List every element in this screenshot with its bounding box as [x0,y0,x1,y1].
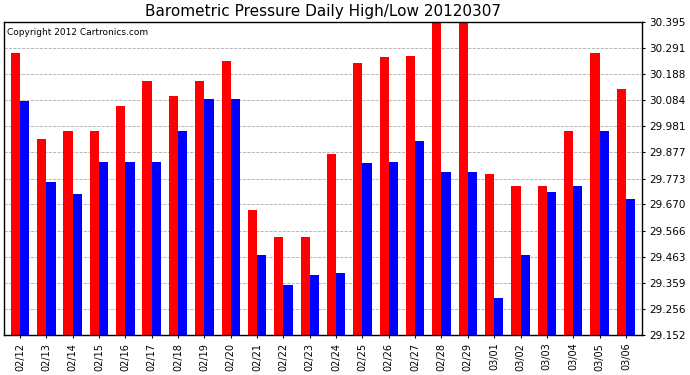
Bar [274,237,284,335]
Bar [116,106,126,335]
Bar [72,194,82,335]
Bar [327,154,336,335]
Bar [468,172,477,335]
Bar [63,131,72,335]
Bar [538,186,547,335]
Bar [310,275,319,335]
Bar [20,101,29,335]
Bar [142,81,152,335]
Bar [600,131,609,335]
Bar [494,298,504,335]
Title: Barometric Pressure Daily High/Low 20120307: Barometric Pressure Daily High/Low 20120… [145,4,501,19]
Bar [406,56,415,335]
Bar [415,141,424,335]
Bar [99,162,108,335]
Bar [362,163,372,335]
Bar [459,21,468,335]
Bar [442,172,451,335]
Bar [37,139,46,335]
Bar [178,131,187,335]
Bar [284,285,293,335]
Bar [617,88,626,335]
Bar [221,61,230,335]
Bar [230,99,240,335]
Bar [626,200,635,335]
Bar [511,186,520,335]
Bar [547,192,556,335]
Bar [46,182,55,335]
Bar [126,162,135,335]
Bar [353,63,362,335]
Bar [204,99,214,335]
Bar [257,255,266,335]
Bar [336,273,345,335]
Bar [485,174,494,335]
Bar [248,210,257,335]
Bar [195,81,204,335]
Text: Copyright 2012 Cartronics.com: Copyright 2012 Cartronics.com [8,28,148,37]
Bar [169,96,178,335]
Bar [11,53,20,335]
Bar [90,131,99,335]
Bar [520,255,530,335]
Bar [380,57,388,335]
Bar [301,237,310,335]
Bar [591,53,600,335]
Bar [573,186,582,335]
Bar [388,162,398,335]
Bar [432,21,442,335]
Bar [564,131,573,335]
Bar [152,162,161,335]
